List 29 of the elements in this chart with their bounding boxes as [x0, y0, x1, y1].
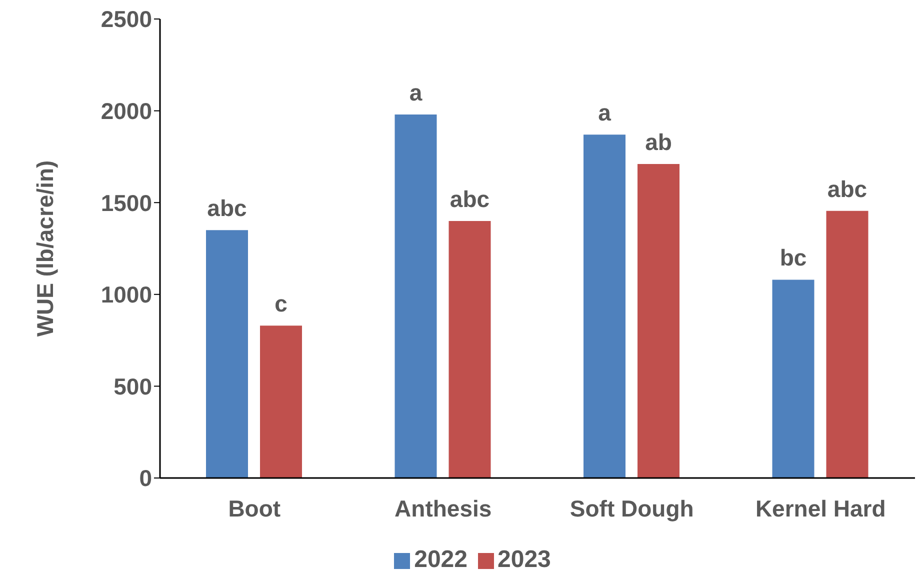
x-tick-label: Soft Dough — [570, 495, 694, 522]
y-tick-label: 2500 — [100, 6, 152, 32]
bar — [772, 280, 814, 478]
data-label: bc — [780, 244, 807, 271]
y-axis-title: WUE (lb/acre/in) — [32, 160, 58, 337]
y-tick-label: 1500 — [100, 190, 152, 216]
bar — [394, 114, 437, 478]
y-tick-label: 0 — [139, 465, 152, 492]
y-tick-label: 500 — [114, 373, 152, 400]
x-tick-label: Anthesis — [394, 495, 492, 522]
data-label: abc — [450, 186, 490, 212]
bar — [826, 210, 868, 478]
data-label: a — [598, 100, 612, 126]
bar — [206, 230, 248, 478]
data-label: a — [409, 79, 422, 106]
legend-label: 2022 — [414, 546, 468, 573]
bar — [448, 220, 491, 478]
bar — [260, 326, 302, 478]
y-tick-label: 1000 — [100, 282, 152, 308]
data-label: abc — [827, 176, 868, 202]
x-tick-label: Kernel Hard — [755, 495, 886, 522]
x-tick-label: Boot — [228, 495, 281, 522]
data-label: ab — [645, 129, 672, 156]
y-tick-label: 2000 — [100, 98, 152, 124]
bar — [638, 164, 680, 478]
data-label: abc — [207, 195, 248, 222]
bar — [584, 134, 626, 478]
data-label: c — [274, 290, 288, 317]
legend-label: 2023 — [498, 546, 551, 573]
